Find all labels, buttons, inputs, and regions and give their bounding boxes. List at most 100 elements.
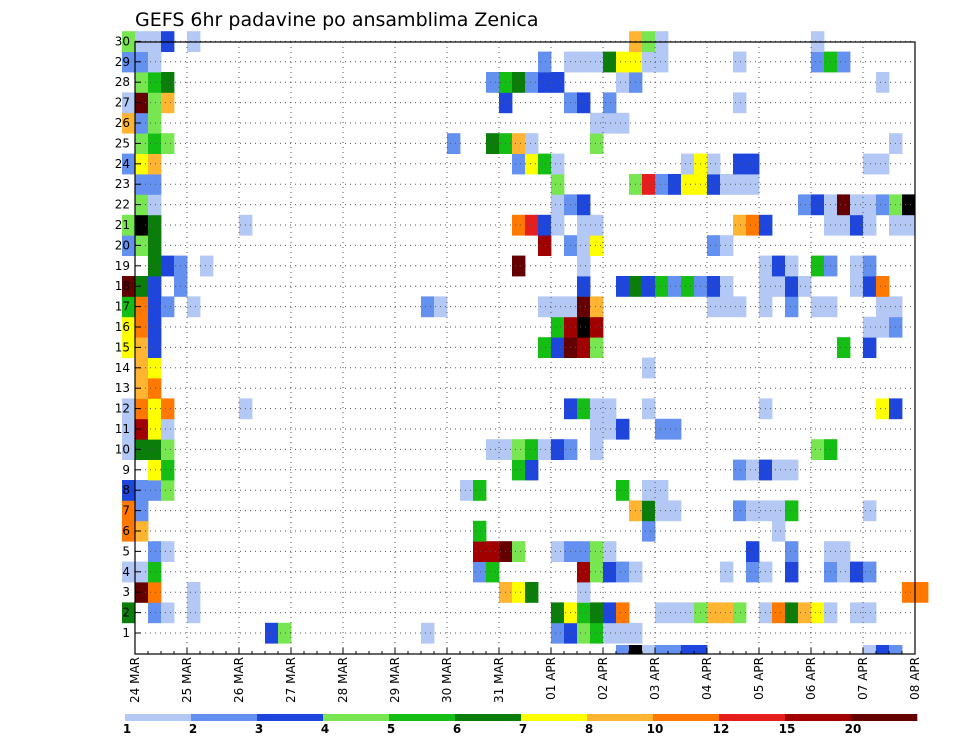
- heatmap-cell: [525, 214, 539, 236]
- heatmap-cell: [122, 561, 136, 583]
- heatmap-cell: [772, 520, 786, 542]
- heatmap-cell: [603, 418, 617, 440]
- heatmap-cell: [187, 602, 201, 624]
- heatmap-cell: [772, 276, 786, 297]
- heatmap-cell: [707, 235, 721, 256]
- heatmap-cell: [135, 561, 149, 583]
- heatmap-cell: [447, 133, 461, 154]
- heatmap-cell: [733, 602, 747, 624]
- heatmap-cell: [148, 337, 162, 358]
- heatmap-cell: [122, 214, 136, 236]
- x-tick-label: 01 APR: [544, 657, 558, 700]
- colorbar-swatch: [521, 714, 588, 721]
- heatmap-cell: [538, 72, 552, 93]
- heatmap-cell: [772, 459, 786, 481]
- heatmap-cell: [122, 112, 136, 134]
- heatmap-cell: [577, 541, 591, 562]
- heatmap-cell: [148, 51, 162, 73]
- heatmap-cell: [551, 214, 565, 236]
- heatmap-cell: [733, 153, 747, 175]
- heatmap-cell: [577, 582, 591, 603]
- heatmap-cell: [135, 316, 149, 338]
- x-tick-label: 26 MAR: [232, 657, 246, 703]
- heatmap-cell: [850, 214, 864, 236]
- colorbar-swatch: [455, 714, 522, 721]
- heatmap-cell: [655, 500, 669, 522]
- heatmap-cell: [486, 439, 500, 460]
- heatmap-cell: [486, 561, 500, 583]
- heatmap-cell: [863, 561, 877, 583]
- heatmap-cell: [837, 561, 851, 583]
- heatmap-cell: [863, 500, 877, 522]
- heatmap-cell: [538, 51, 552, 73]
- heatmap-cell: [538, 153, 552, 175]
- y-tick-label: 29: [115, 55, 130, 69]
- y-tick-label: 19: [115, 259, 130, 273]
- heatmap-cell: [837, 541, 851, 562]
- heatmap-cell: [148, 255, 162, 277]
- heatmap-cell: [135, 500, 149, 522]
- x-tick-label: 29 MAR: [388, 657, 402, 703]
- heatmap-cell: [590, 316, 604, 338]
- y-tick-label: 8: [122, 483, 130, 497]
- heatmap-cell: [655, 645, 669, 654]
- heatmap-cell: [525, 72, 539, 93]
- heatmap-cell: [148, 418, 162, 440]
- heatmap-cell: [135, 418, 149, 440]
- heatmap-cell: [200, 255, 214, 277]
- heatmap-cell: [525, 133, 539, 154]
- heatmap-cell: [785, 459, 799, 481]
- heatmap-cell: [837, 337, 851, 358]
- heatmap-cell: [616, 51, 630, 73]
- heatmap-cell: [603, 51, 617, 73]
- colorbar-label: 8: [585, 722, 593, 736]
- x-tick-label: 03 APR: [648, 657, 662, 700]
- y-tick-label: 25: [115, 136, 130, 150]
- heatmap-cell: [720, 561, 734, 583]
- heatmap-cell: [811, 439, 825, 460]
- heatmap-cell: [850, 561, 864, 583]
- heatmap-cell: [122, 398, 136, 420]
- heatmap-cell: [863, 602, 877, 624]
- heatmap-cell: [733, 51, 747, 73]
- heatmap-cell: [148, 561, 162, 583]
- heatmap-cell: [577, 296, 591, 318]
- y-tick-label: 15: [115, 340, 130, 354]
- y-tick-label: 3: [122, 585, 130, 599]
- heatmap-cell: [577, 214, 591, 236]
- heatmap-cell: [603, 112, 617, 134]
- heatmap-cell: [785, 276, 799, 297]
- heatmap-cell: [668, 602, 682, 624]
- heatmap-cell: [135, 337, 149, 358]
- heatmap-cell: [746, 174, 760, 195]
- y-axis: 1234567891011121314151617181920212223242…: [115, 34, 141, 640]
- colorbar-label: 12: [713, 722, 730, 736]
- heatmap-cell: [122, 235, 136, 256]
- heatmap-cell: [837, 194, 851, 216]
- heatmap-cell: [876, 153, 890, 175]
- heatmap-cell: [720, 235, 734, 256]
- heatmap-cell: [720, 602, 734, 624]
- heatmap-cell: [512, 541, 526, 562]
- x-tick-label: 04 APR: [700, 657, 714, 700]
- heatmap-cell: [135, 194, 149, 216]
- heatmap-cell: [603, 541, 617, 562]
- heatmap-cell: [850, 276, 864, 297]
- colorbar-label: 1: [123, 722, 131, 736]
- heatmap-cell: [655, 276, 669, 297]
- heatmap-cell: [681, 645, 695, 654]
- heatmap-cell: [746, 214, 760, 236]
- heatmap-cell: [473, 480, 487, 501]
- heatmap-cell: [590, 112, 604, 134]
- heatmap-cell: [148, 153, 162, 175]
- heatmap-cell: [707, 174, 721, 195]
- heatmap-cell: [850, 255, 864, 277]
- heatmap-cell: [538, 337, 552, 358]
- heatmap-cell: [733, 296, 747, 318]
- heatmap-cell: [135, 398, 149, 420]
- heatmap-cell: [161, 72, 175, 93]
- heatmap-cell: [902, 194, 916, 216]
- colorbar-label: 15: [779, 722, 796, 736]
- y-tick-label: 2: [122, 606, 130, 620]
- heatmap-cell: [811, 602, 825, 624]
